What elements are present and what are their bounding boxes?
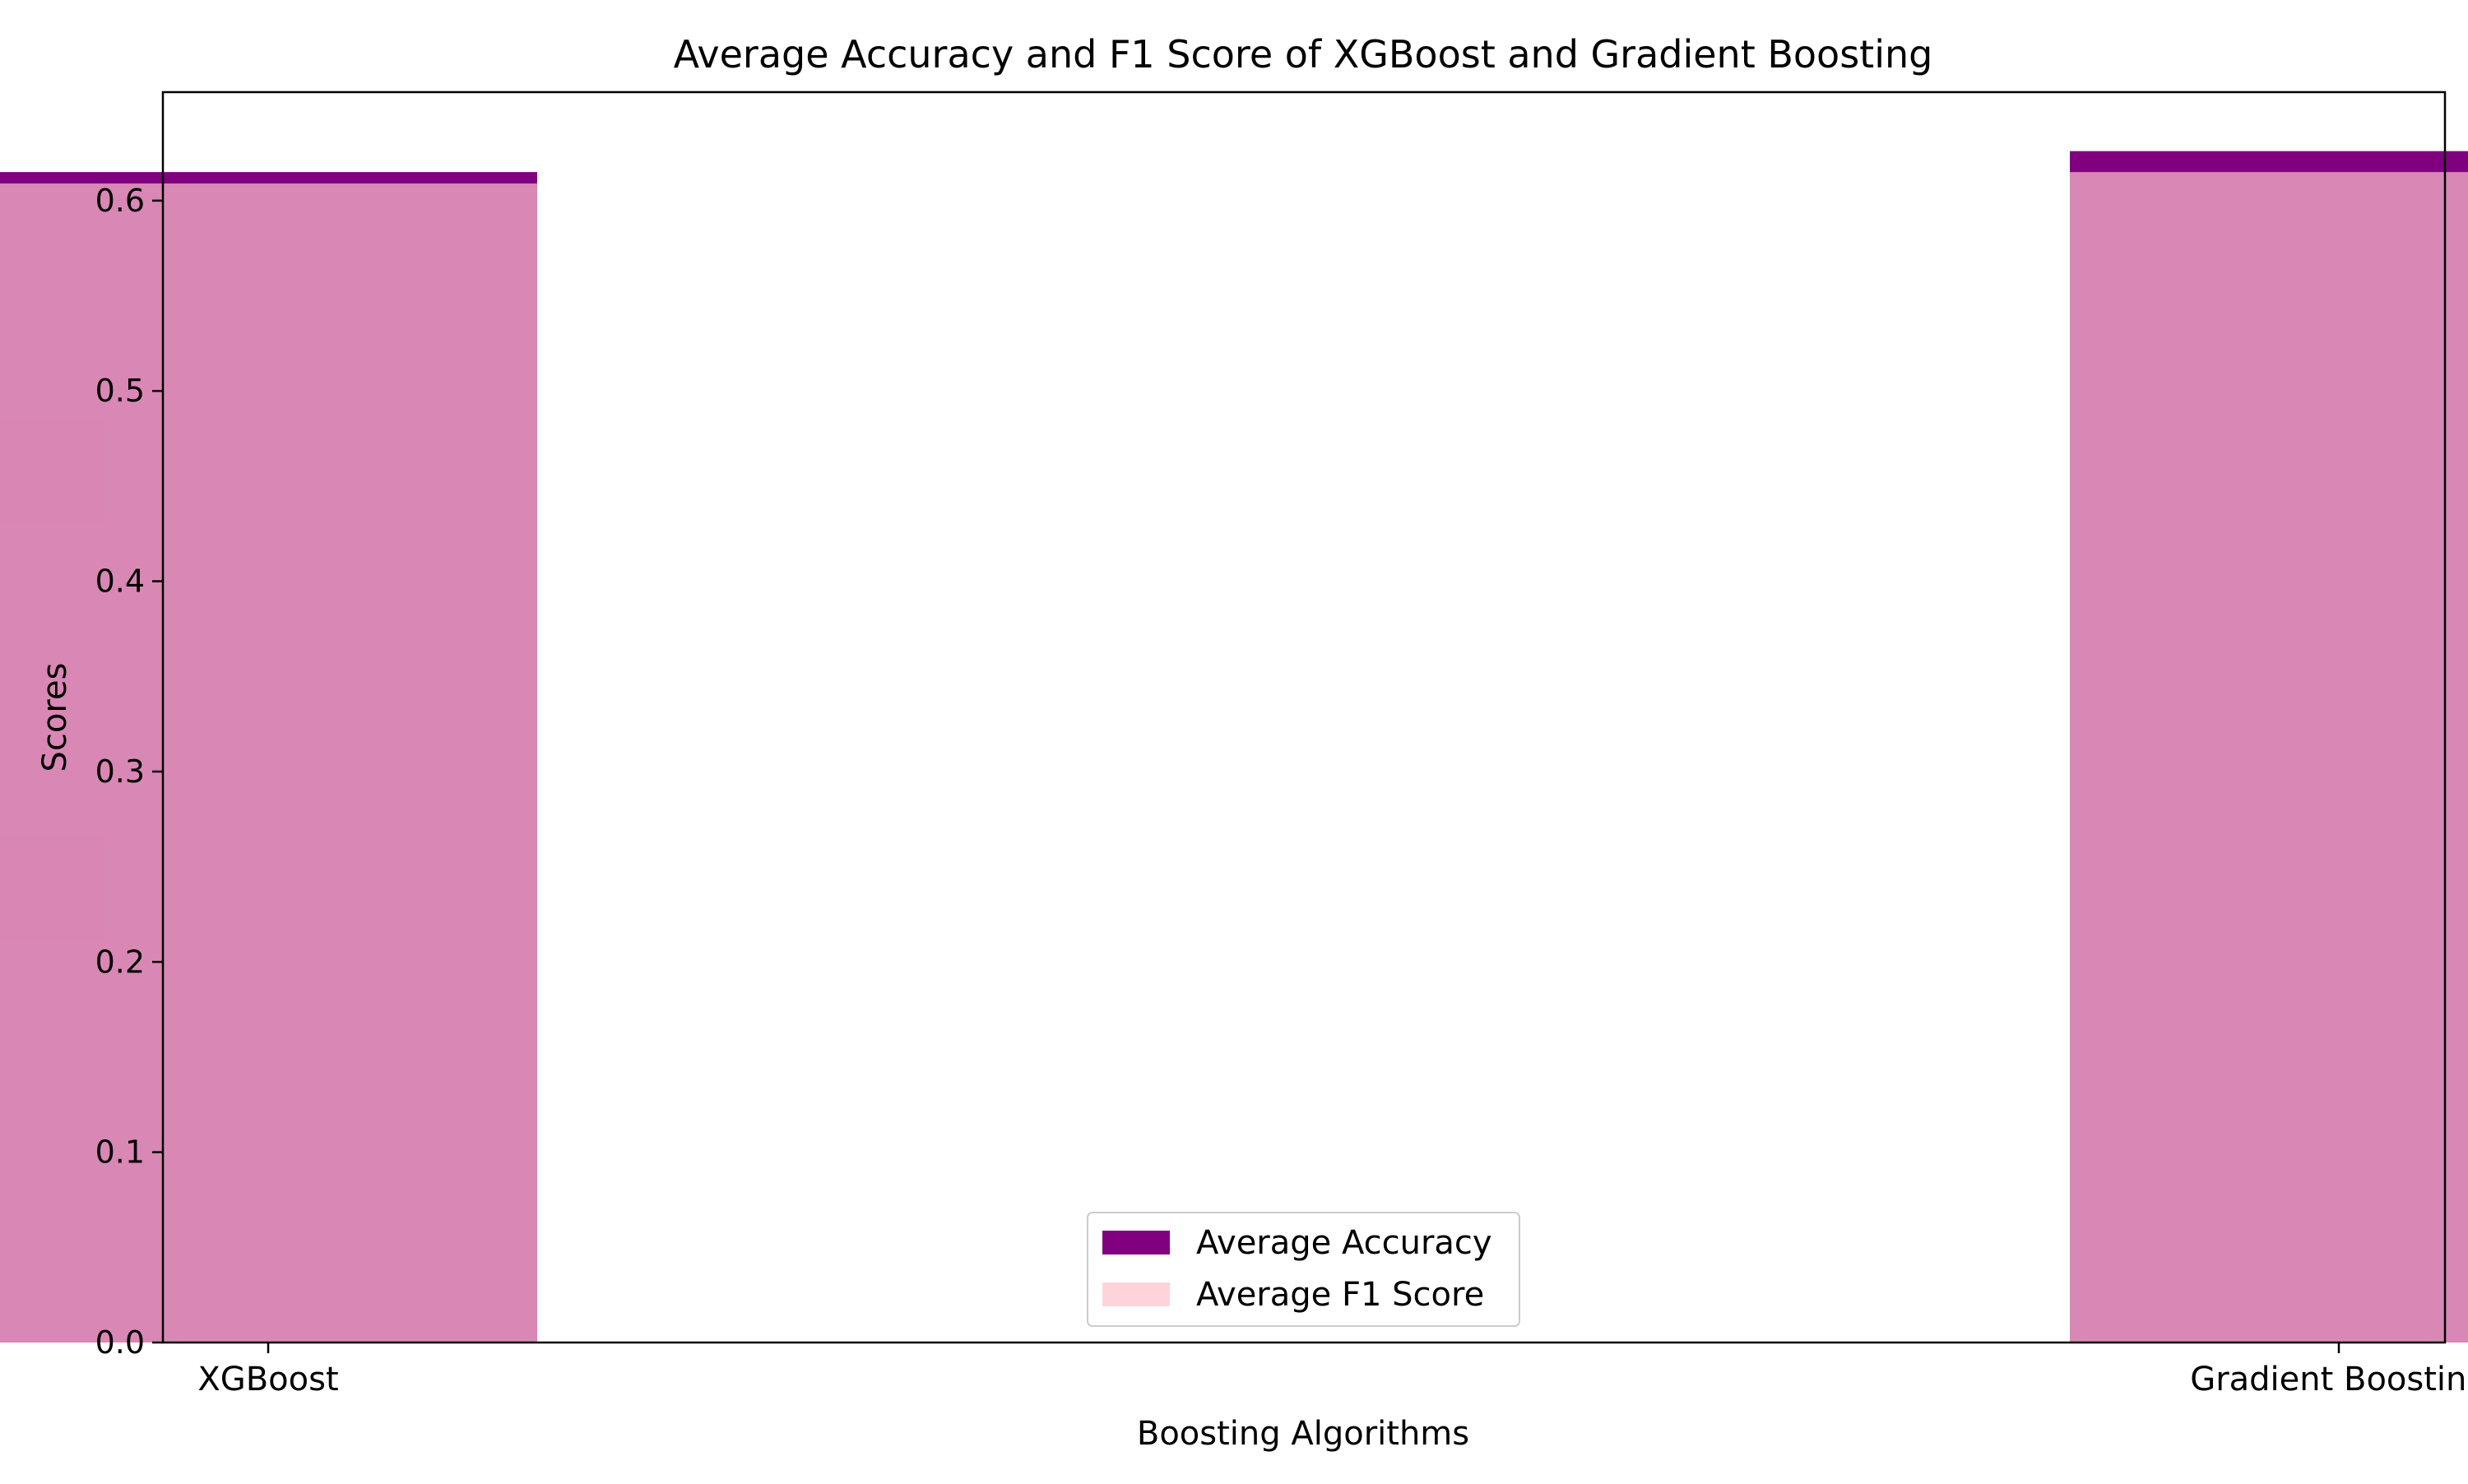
y-axis-label: Scores <box>36 663 74 772</box>
legend-label-average-f1-score: Average F1 Score <box>1196 1276 1484 1314</box>
legend-box <box>1087 1212 1520 1327</box>
y-tick-label: 0.2 <box>95 944 145 980</box>
legend: Average Accuracy Average F1 Score <box>1087 1212 1520 1327</box>
y-tick-label: 0.1 <box>95 1134 145 1171</box>
y-tick-label: 0.0 <box>95 1324 145 1361</box>
legend-swatch-average-accuracy <box>1102 1231 1170 1254</box>
y-tick-label: 0.4 <box>95 563 145 600</box>
x-tick-label: XGBoost <box>197 1361 338 1398</box>
x-tick-label: Gradient Boosting <box>2190 1361 2468 1398</box>
x-axis-label: Boosting Algorithms <box>1137 1415 1469 1453</box>
chart-title: Average Accuracy and F1 Score of XGBoost… <box>674 32 1933 77</box>
plot-area <box>0 151 2468 1343</box>
y-tick-label: 0.5 <box>95 373 145 409</box>
legend-swatch-average-f1-score <box>1102 1282 1170 1306</box>
y-tick-label: 0.6 <box>95 183 145 219</box>
plot-frame <box>161 90 2447 1344</box>
bar-average-f1-score-gradient-boosting <box>2070 172 2468 1343</box>
y-tick-label: 0.3 <box>95 754 145 790</box>
bar-average-f1-score-xgboost <box>0 183 537 1343</box>
axes: 0.0 0.1 0.2 0.3 0.4 0.5 0.6 XGBoost Gradient Boo… <box>95 183 2468 1398</box>
legend-label-average-accuracy: Average Accuracy <box>1196 1224 1492 1262</box>
